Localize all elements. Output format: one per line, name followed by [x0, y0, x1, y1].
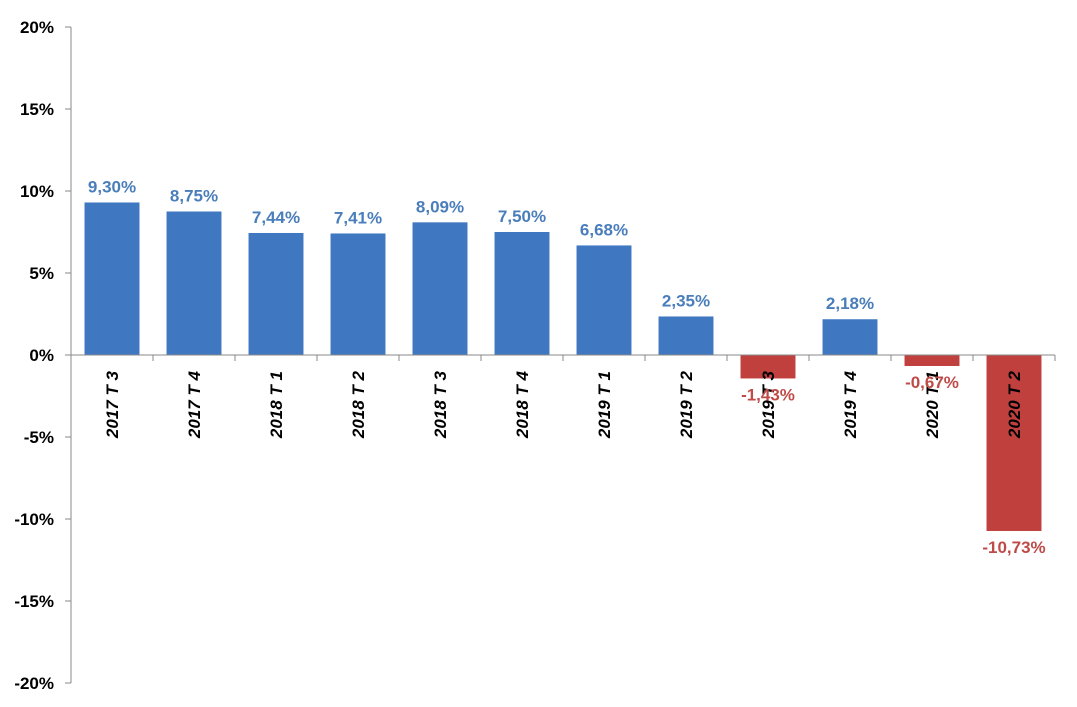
data-label: 6,68% [580, 220, 628, 239]
data-label: 8,09% [416, 197, 464, 216]
category-label: 2019 T 3 [759, 370, 778, 439]
x-axis: 2017 T 3 2017 T 4 2018 T 1 2018 T 2 2018 T 3… [70, 354, 1056, 439]
category-label: 2019 T 2 [677, 370, 696, 439]
category-label: 2020 T 1 [923, 371, 942, 439]
category-label: 2020 T 2 [1005, 370, 1024, 439]
y-tick-label: 15% [20, 100, 54, 119]
y-tick-label: -20% [14, 674, 54, 693]
bar [494, 232, 550, 355]
category-label: 2018 T 2 [349, 370, 368, 439]
bar [412, 222, 468, 355]
data-label: 2,35% [662, 291, 710, 310]
category-label: 2017 T 3 [103, 370, 122, 439]
y-tick-label: 10% [20, 182, 54, 201]
data-label: 8,75% [170, 187, 218, 206]
bar [166, 211, 222, 355]
bars [84, 202, 1042, 531]
bar [822, 319, 878, 355]
bar [658, 316, 714, 355]
bar [904, 355, 960, 366]
category-label: 2018 T 4 [513, 370, 532, 439]
category-label: 2018 T 1 [267, 371, 286, 439]
data-label: 7,44% [252, 208, 300, 227]
data-label: 7,41% [334, 208, 382, 227]
data-label: -10,73% [982, 538, 1045, 557]
category-label: 2019 T 4 [841, 370, 860, 439]
y-tick-label: 5% [29, 264, 54, 283]
data-label: 2,18% [826, 294, 874, 313]
data-label: 9,30% [88, 177, 136, 196]
data-label: 7,50% [498, 207, 546, 226]
y-tick-label: -5% [24, 428, 54, 447]
y-axis: 20% 15% 10% 5% 0% -5% -10% -15% -20% [14, 18, 72, 693]
y-tick-label: -15% [14, 592, 54, 611]
bar [84, 202, 140, 355]
bar [330, 233, 386, 355]
bar [986, 355, 1042, 531]
data-labels: 9,30% 8,75% 7,44% 7,41% 8,09% 7,50% 6,68% 2,35%… [88, 177, 1046, 556]
y-tick-label: 0% [29, 346, 54, 365]
bar [740, 355, 796, 379]
category-label: 2019 T 1 [595, 371, 614, 439]
data-label: -0,67% [905, 373, 959, 392]
data-label: -1,43% [741, 385, 795, 404]
y-tick-label: -10% [14, 510, 54, 529]
category-label: 2018 T 3 [431, 370, 450, 439]
y-tick-label: 20% [20, 18, 54, 37]
bar [576, 245, 632, 355]
bar [248, 232, 304, 355]
category-label: 2017 T 4 [185, 370, 204, 439]
